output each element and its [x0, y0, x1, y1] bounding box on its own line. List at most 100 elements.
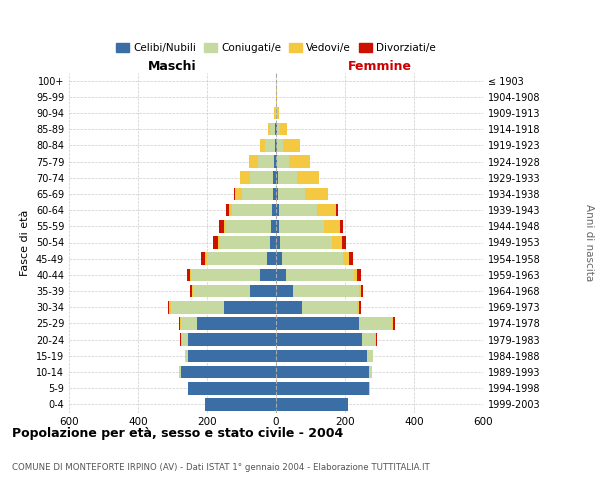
Bar	[260, 139, 276, 151]
Bar	[276, 139, 283, 151]
Bar	[274, 106, 276, 120]
Bar	[235, 188, 276, 200]
Bar	[207, 252, 276, 265]
Bar	[276, 268, 286, 281]
Bar	[270, 236, 276, 249]
Bar	[276, 398, 349, 410]
Bar	[276, 155, 289, 168]
Bar	[276, 398, 349, 410]
Bar	[275, 139, 276, 151]
Bar	[224, 301, 276, 314]
Bar	[276, 155, 277, 168]
Bar	[191, 268, 276, 281]
Bar	[276, 172, 319, 184]
Bar	[197, 317, 276, 330]
Bar	[276, 204, 317, 216]
Bar	[276, 334, 377, 346]
Bar	[220, 220, 276, 232]
Bar	[272, 188, 276, 200]
Bar	[276, 123, 287, 136]
Bar	[276, 398, 349, 410]
Bar	[276, 350, 367, 362]
Bar	[171, 301, 276, 314]
Bar	[276, 204, 335, 216]
Bar	[276, 382, 370, 394]
Bar	[276, 172, 278, 184]
Bar	[274, 155, 276, 168]
Bar	[193, 285, 276, 298]
Bar	[276, 220, 343, 232]
Bar	[169, 301, 276, 314]
Bar	[250, 285, 276, 298]
Bar	[276, 382, 370, 394]
Bar	[276, 220, 280, 232]
Bar	[276, 317, 392, 330]
Text: Anni di nascita: Anni di nascita	[584, 204, 594, 281]
Bar	[188, 382, 276, 394]
Bar	[213, 236, 276, 249]
Bar	[276, 285, 359, 298]
Bar	[276, 334, 376, 346]
Bar	[181, 334, 276, 346]
Bar	[276, 252, 343, 265]
Bar	[188, 334, 276, 346]
Bar	[276, 268, 353, 281]
Bar	[276, 106, 279, 120]
Bar	[205, 398, 276, 410]
Bar	[181, 317, 276, 330]
Bar	[276, 252, 353, 265]
Bar	[268, 123, 276, 136]
Bar	[274, 106, 276, 120]
Bar	[276, 106, 277, 120]
Bar	[276, 350, 373, 362]
Bar	[218, 236, 276, 249]
Bar	[276, 350, 373, 362]
Bar	[260, 139, 276, 151]
Bar	[205, 252, 276, 265]
Bar	[276, 139, 300, 151]
Bar	[276, 334, 376, 346]
Bar	[205, 398, 276, 410]
Bar	[205, 398, 276, 410]
Bar	[242, 188, 276, 200]
Bar	[276, 285, 293, 298]
Bar	[181, 334, 276, 346]
Bar	[224, 220, 276, 232]
Bar	[276, 220, 325, 232]
Bar	[276, 268, 357, 281]
Bar	[190, 285, 276, 298]
Bar	[270, 123, 276, 136]
Bar	[276, 123, 280, 136]
Text: Maschi: Maschi	[148, 60, 197, 74]
Bar	[192, 285, 276, 298]
Bar	[276, 252, 349, 265]
Bar	[185, 350, 276, 362]
Bar	[276, 301, 357, 314]
Bar	[179, 317, 276, 330]
Bar	[276, 317, 394, 330]
Bar	[276, 155, 310, 168]
Bar	[276, 123, 287, 136]
Bar	[258, 155, 276, 168]
Bar	[240, 172, 276, 184]
Bar	[276, 317, 395, 330]
Legend: Celibi/Nubili, Coniugati/e, Vedovi/e, Divorziati/e: Celibi/Nubili, Coniugati/e, Vedovi/e, Di…	[112, 38, 440, 57]
Y-axis label: Fasce di età: Fasce di età	[20, 210, 30, 276]
Bar	[276, 285, 361, 298]
Bar	[276, 220, 340, 232]
Bar	[276, 366, 372, 378]
Text: Popolazione per età, sesso e stato civile - 2004: Popolazione per età, sesso e stato civil…	[12, 428, 343, 440]
Bar	[268, 123, 276, 136]
Bar	[179, 366, 276, 378]
Bar	[240, 172, 276, 184]
Bar	[276, 268, 361, 281]
Bar	[276, 204, 338, 216]
Bar	[168, 301, 276, 314]
Bar	[232, 204, 276, 216]
Bar	[188, 382, 276, 394]
Text: COMUNE DI MONTEFORTE IRPINO (AV) - Dati ISTAT 1° gennaio 2004 - Elaborazione TUT: COMUNE DI MONTEFORTE IRPINO (AV) - Dati …	[12, 462, 430, 471]
Bar	[276, 236, 332, 249]
Bar	[268, 252, 276, 265]
Bar	[276, 301, 361, 314]
Text: Femmine: Femmine	[347, 60, 412, 74]
